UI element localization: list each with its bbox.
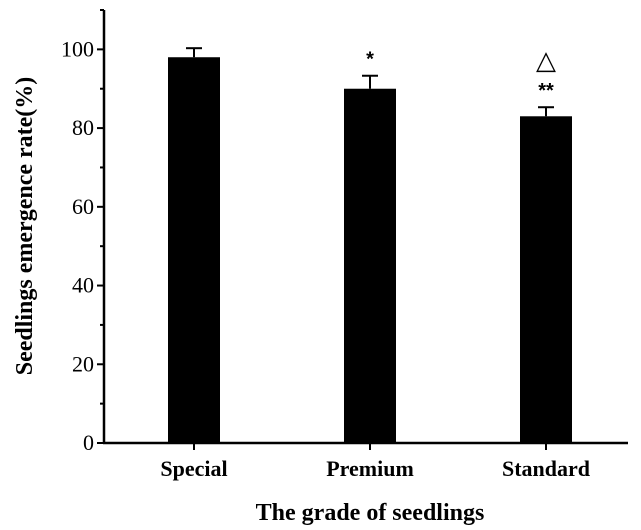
bar <box>168 57 220 444</box>
significance-marker: ** <box>538 80 554 102</box>
x-axis-title: The grade of seedlings <box>256 500 485 526</box>
bar <box>344 88 396 444</box>
y-tick-label: 60 <box>72 194 94 219</box>
y-tick-label: 100 <box>61 36 94 61</box>
x-tick-label: Special <box>160 456 227 481</box>
x-tick-label: Premium <box>326 456 414 481</box>
y-axis-title: Seedlings emergence rate(%) <box>12 77 38 376</box>
y-tick-label: 40 <box>72 273 94 298</box>
y-tick-label: 0 <box>83 430 94 455</box>
labels: 0 20 40 60 80 100 Special Premium * Standard ** △ <box>61 36 590 481</box>
bars <box>168 47 572 444</box>
triangle-marker: △ <box>536 46 556 76</box>
y-tick-label: 20 <box>72 351 94 376</box>
bar <box>520 116 572 444</box>
x-tick-label: Standard <box>502 456 590 481</box>
significance-marker: * <box>366 49 374 71</box>
y-tick-label: 80 <box>72 115 94 140</box>
